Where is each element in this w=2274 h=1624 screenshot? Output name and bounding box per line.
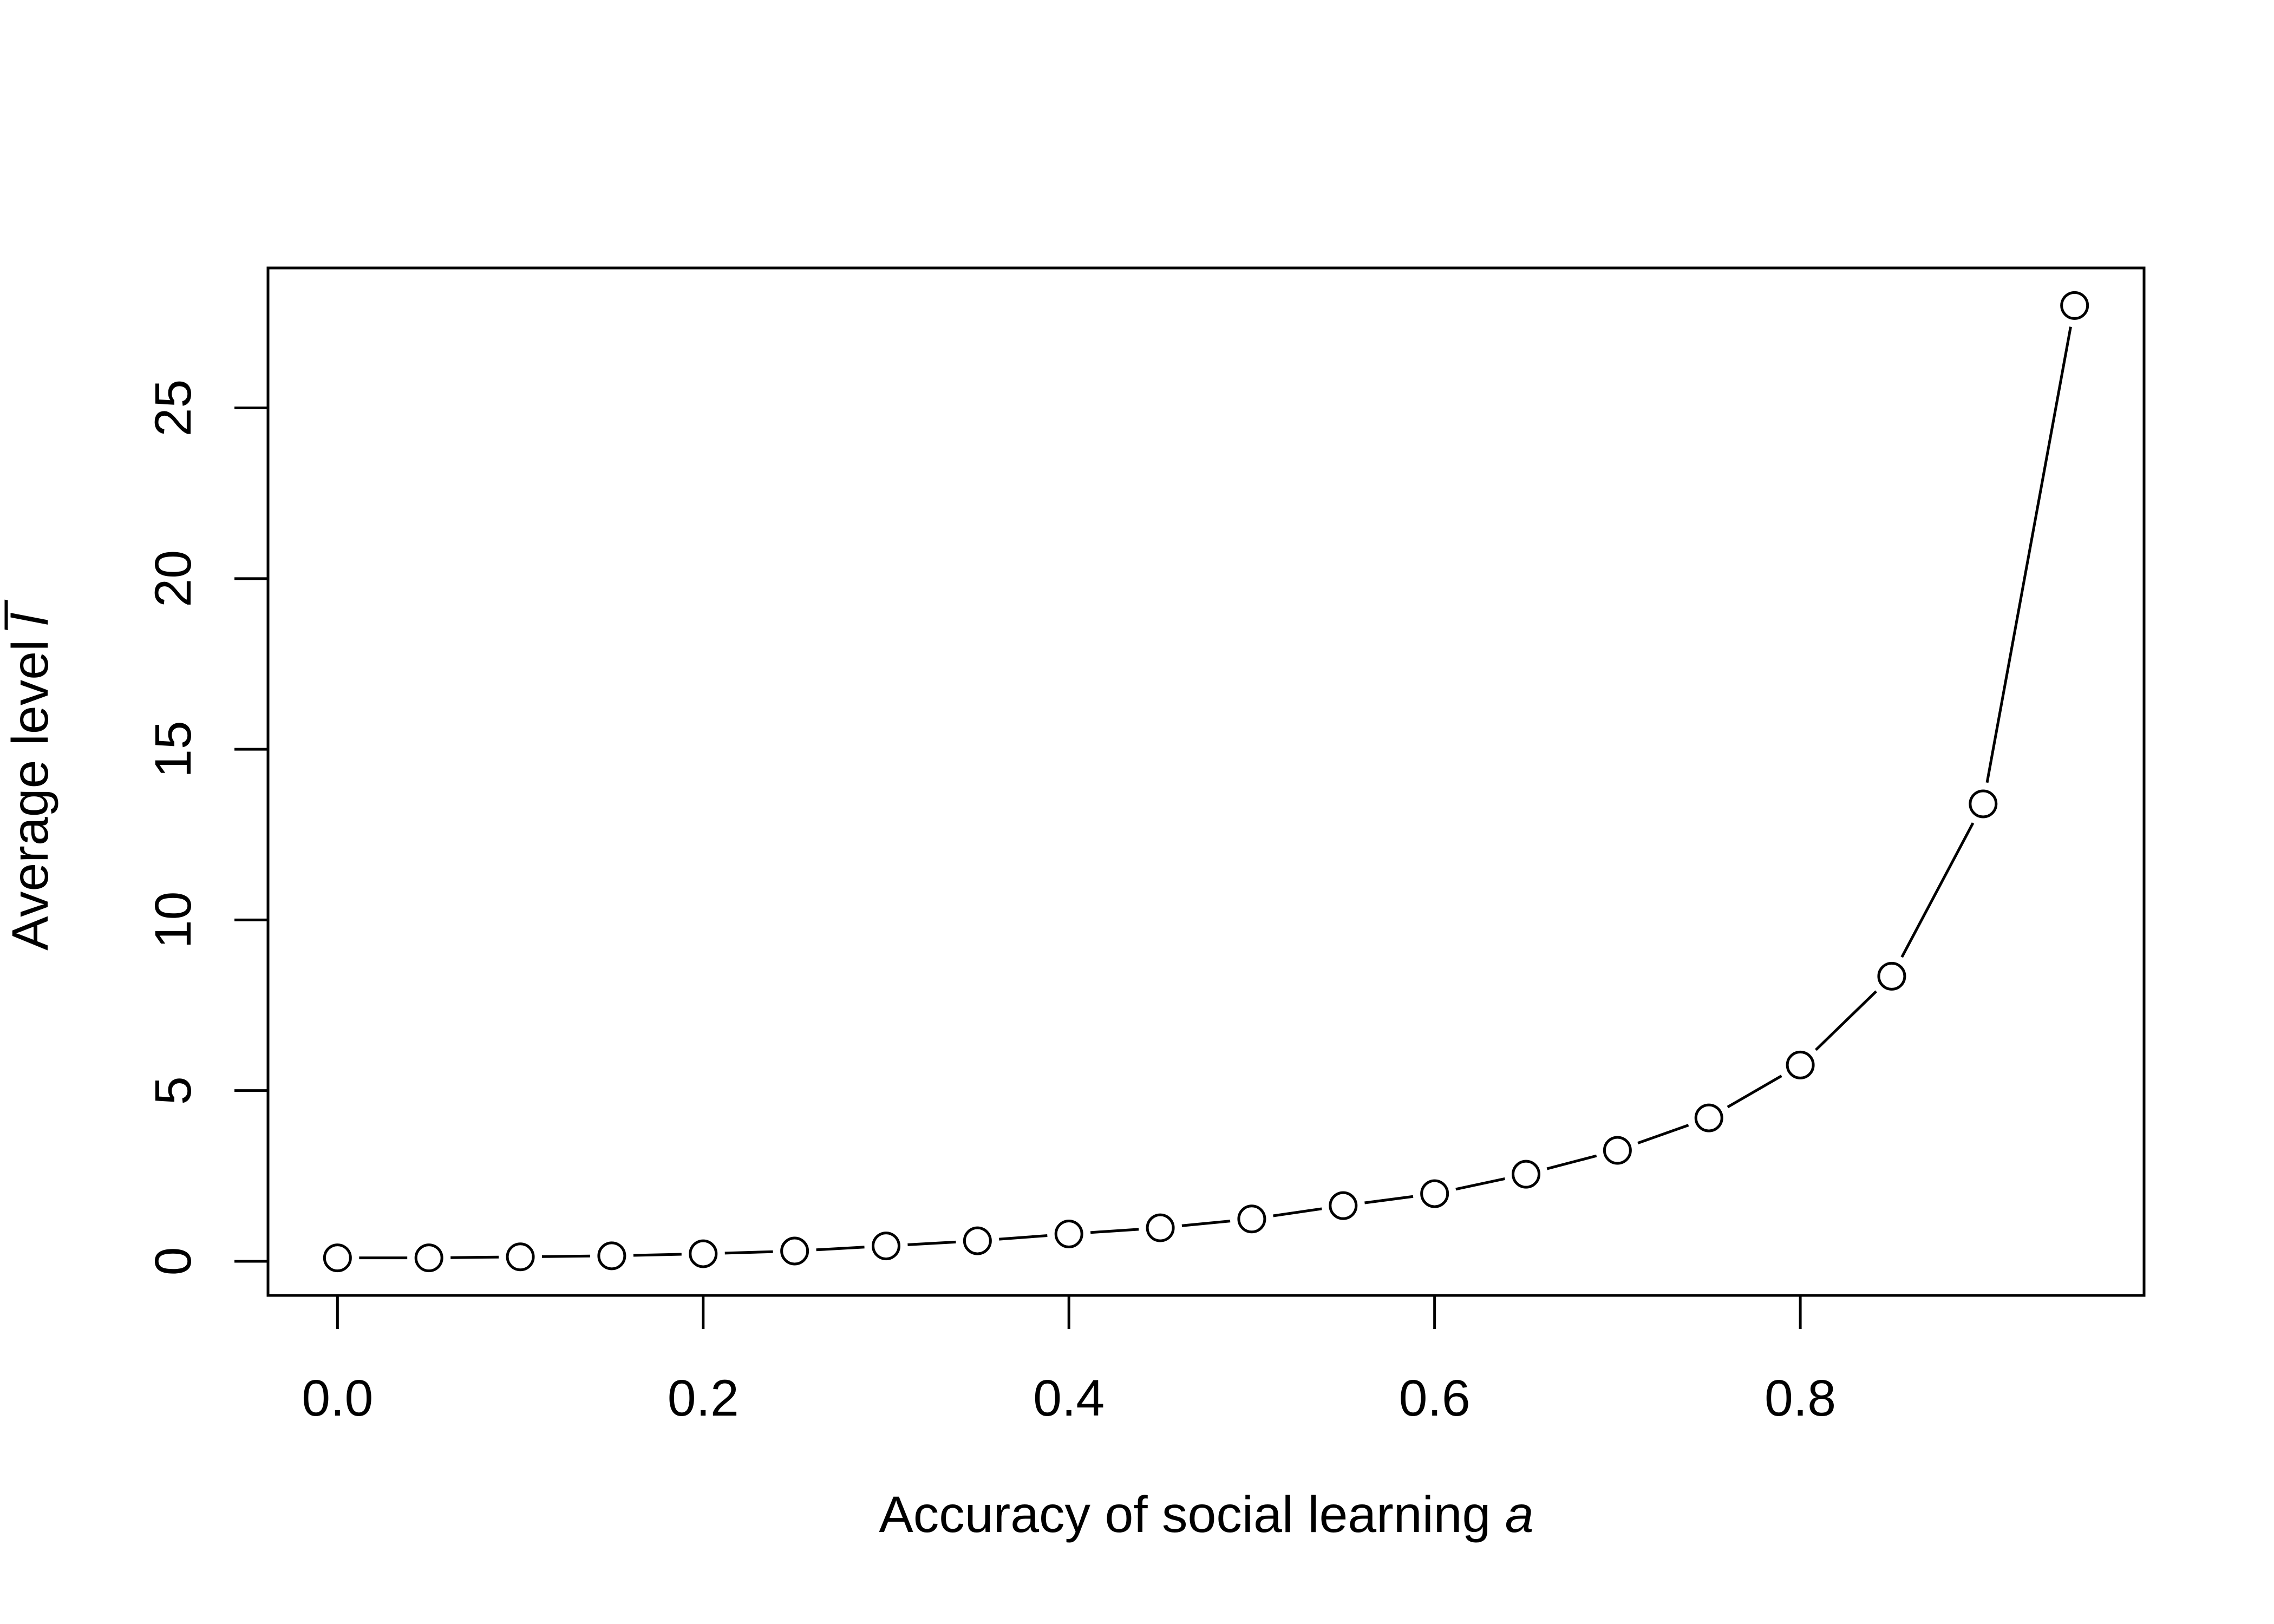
data-point bbox=[1054, 1219, 1083, 1248]
plot-frame bbox=[266, 266, 2146, 1297]
data-point bbox=[1329, 1191, 1358, 1220]
series-line-segment bbox=[1455, 1177, 1505, 1191]
x-tick-label: 0.8 bbox=[1765, 1370, 1836, 1427]
data-point bbox=[1512, 1160, 1541, 1189]
y-tick-label: 5 bbox=[145, 1076, 202, 1105]
x-axis-title: Accuracy of social learning a bbox=[879, 1486, 1533, 1543]
series-layer bbox=[323, 291, 2089, 1273]
series-line-segment bbox=[1637, 1124, 1689, 1144]
series-line-segment bbox=[1546, 1154, 1597, 1170]
x-tick-label: 0.4 bbox=[1033, 1370, 1105, 1427]
data-point bbox=[1786, 1050, 1815, 1079]
series-line-segment bbox=[1181, 1220, 1231, 1227]
data-point bbox=[1603, 1136, 1632, 1165]
data-point bbox=[780, 1236, 809, 1266]
series-line-segment bbox=[724, 1250, 773, 1255]
series-line-segment bbox=[1727, 1075, 1782, 1109]
series-line-segment bbox=[907, 1240, 956, 1246]
y-tick-label: 15 bbox=[145, 721, 202, 778]
data-point bbox=[871, 1232, 900, 1261]
y-tick-label: 0 bbox=[145, 1247, 202, 1276]
data-point bbox=[1877, 961, 1906, 991]
data-point bbox=[689, 1239, 718, 1268]
data-point bbox=[597, 1241, 626, 1271]
series-line-segment bbox=[999, 1234, 1048, 1241]
y-tick-label: 20 bbox=[145, 550, 202, 607]
x-tick-label: 0.2 bbox=[668, 1370, 739, 1427]
series-line-segment bbox=[633, 1253, 682, 1257]
x-axis: 0.0 0.2 0.4 0.6 0.8 bbox=[302, 1294, 1836, 1427]
series-line-segment bbox=[450, 1255, 499, 1259]
data-point bbox=[1694, 1103, 1723, 1132]
data-point bbox=[1420, 1179, 1449, 1208]
data-point bbox=[506, 1242, 535, 1272]
x-tick-label: 0.6 bbox=[1399, 1370, 1471, 1427]
x-tick-label: 0.0 bbox=[302, 1370, 373, 1427]
data-point bbox=[963, 1226, 992, 1255]
series-line-segment bbox=[1985, 326, 2072, 783]
data-point bbox=[414, 1243, 443, 1273]
series-line-segment bbox=[1090, 1228, 1139, 1234]
data-point bbox=[1969, 789, 1998, 818]
y-tick-label: 10 bbox=[145, 892, 202, 949]
series-line-segment bbox=[1364, 1195, 1414, 1204]
data-point bbox=[2060, 291, 2089, 320]
y-axis-title: Average level l̅ bbox=[2, 599, 59, 951]
data-point bbox=[1146, 1213, 1175, 1242]
data-point bbox=[1237, 1204, 1266, 1234]
y-tick-label: 25 bbox=[145, 379, 202, 437]
series-line-segment bbox=[1815, 990, 1877, 1051]
y-axis: 0 5 10 15 20 25 bbox=[145, 379, 270, 1276]
series-line-segment bbox=[816, 1246, 865, 1252]
series-line-segment bbox=[1900, 822, 1975, 958]
series-line-segment bbox=[1273, 1207, 1322, 1217]
data-point bbox=[323, 1243, 352, 1273]
